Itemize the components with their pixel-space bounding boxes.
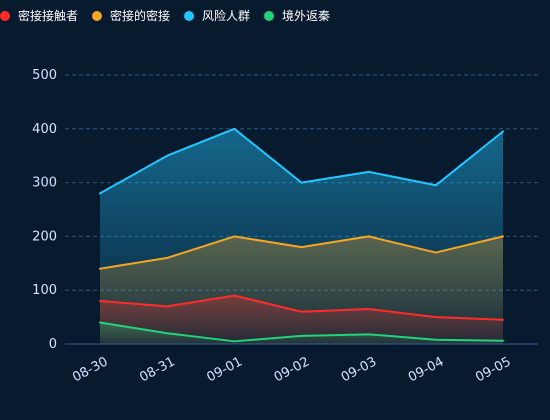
y-tick-label-200: 200: [32, 229, 57, 244]
legend-label-risk-group: 风险人群: [202, 9, 251, 23]
x-tick-label-08-31: 08-31: [137, 354, 177, 385]
legend-dot-secondary-contacts: [92, 11, 103, 21]
y-tick-label-500: 500: [32, 68, 57, 83]
y-tick-label-0: 0: [49, 337, 57, 352]
legend-item-overseas-return[interactable]: 境外返秦: [264, 10, 330, 22]
legend-label-close-contacts: 密接接触者: [18, 9, 79, 23]
area-series-3: [100, 322, 503, 344]
area-series-0: [100, 295, 503, 344]
legend: 密接接触者 密接的密接 风险人群 境外返秦: [0, 6, 330, 26]
x-tick-label-09-02: 09-02: [272, 354, 312, 385]
x-tick-label-09-01: 09-01: [204, 354, 244, 385]
y-tick-label-100: 100: [32, 283, 57, 298]
x-tick-label-09-05: 09-05: [473, 354, 513, 385]
line-layer: [99, 127, 504, 343]
legend-dot-overseas-return: [264, 11, 275, 21]
area-layer: [100, 128, 503, 344]
legend-dot-risk-group: [184, 11, 195, 21]
x-tick-label-08-30: 08-30: [70, 354, 110, 385]
legend-label-secondary-contacts: 密接的密接: [110, 9, 171, 23]
y-tick-label-300: 300: [32, 176, 57, 191]
legend-item-risk-group[interactable]: 风险人群: [184, 10, 250, 22]
x-tick-label-09-03: 09-03: [339, 354, 379, 385]
legend-dot-close-contacts: [0, 11, 10, 21]
legend-item-close-contacts[interactable]: 密接接触者: [0, 10, 78, 22]
x-tick-label-09-04: 09-04: [406, 354, 446, 385]
legend-item-secondary-contacts[interactable]: 密接的密接: [92, 10, 170, 22]
y-tick-label-400: 400: [32, 122, 57, 137]
legend-label-overseas-return: 境外返秦: [282, 9, 331, 23]
